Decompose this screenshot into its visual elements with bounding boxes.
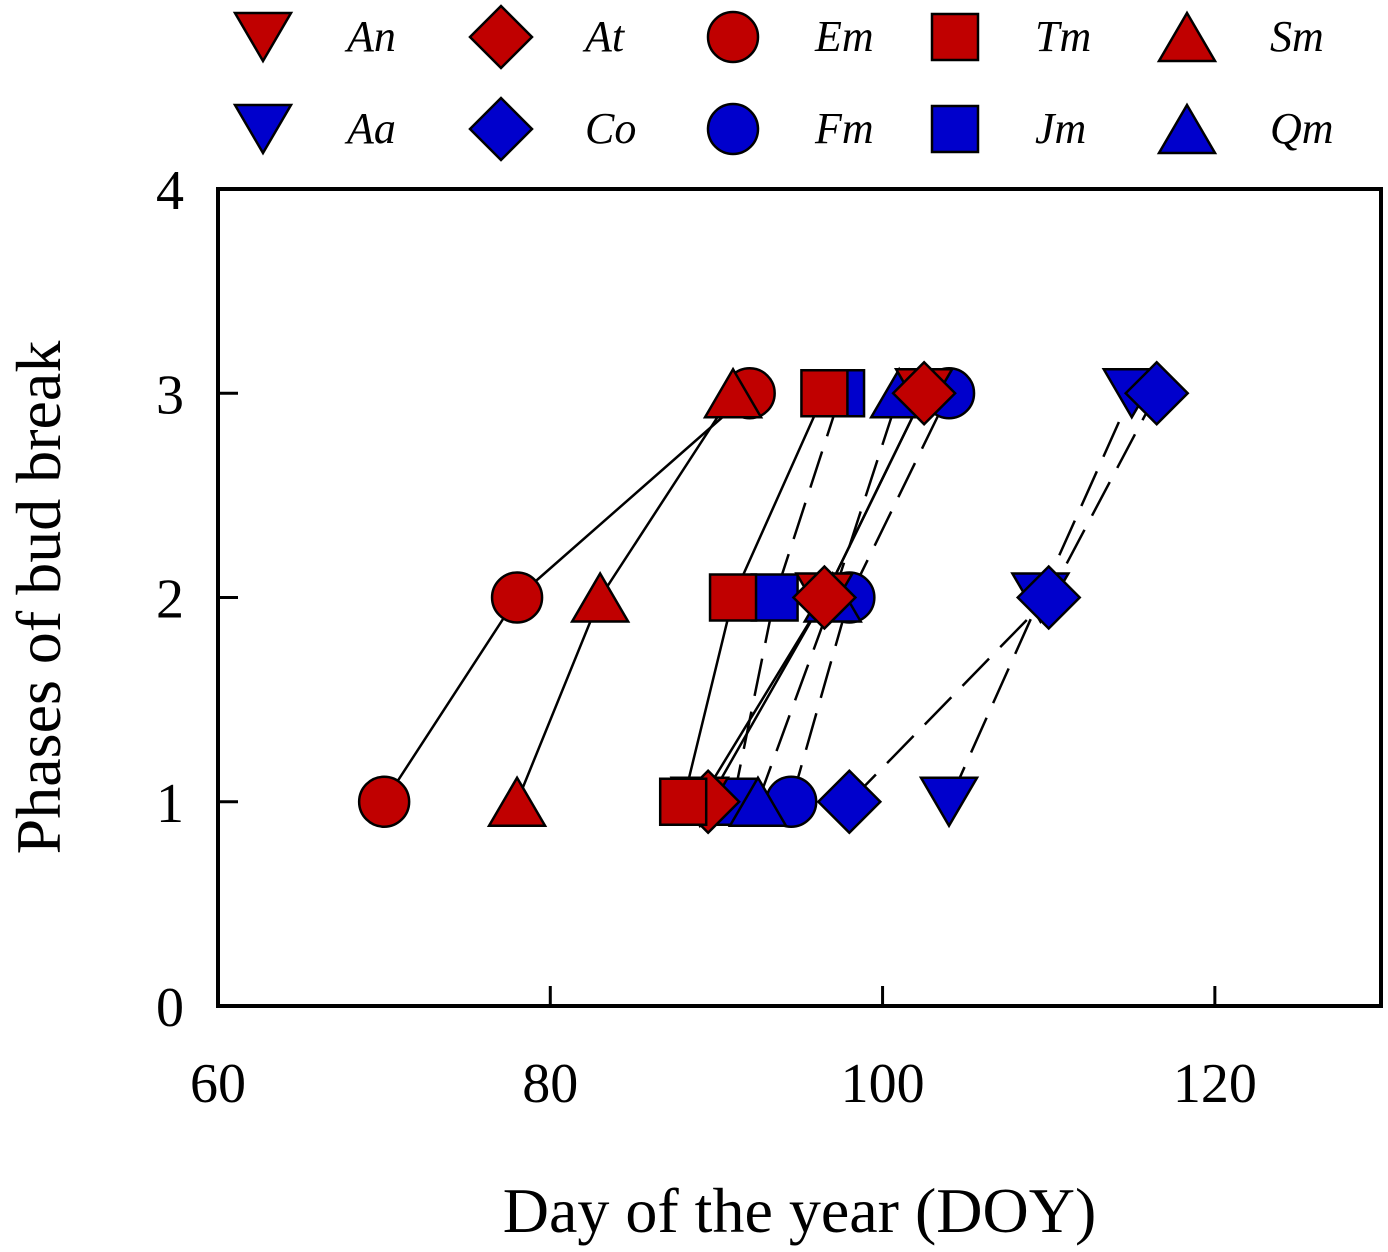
legend-marker-An	[232, 11, 294, 64]
y-tick-label: 3	[156, 364, 184, 426]
legend-label-Sm: Sm	[1270, 12, 1324, 61]
point-Co	[1123, 360, 1190, 427]
point-Tm	[708, 573, 758, 622]
legend-marker-Fm	[706, 102, 760, 156]
y-tick-label: 4	[156, 160, 184, 222]
legend-marker-Sm	[1156, 10, 1218, 63]
legend-marker-Qm	[1156, 102, 1218, 155]
legend-marker-Aa	[232, 103, 294, 156]
legend-label-Co: Co	[585, 104, 636, 153]
legend-marker-Em	[706, 10, 760, 64]
y-axis-label: Phases of bud break	[3, 341, 74, 855]
legend-label-Em: Em	[814, 12, 874, 61]
legend-marker-At	[468, 4, 534, 70]
x-tick-label: 80	[522, 1053, 578, 1115]
series-markers	[357, 360, 1190, 835]
series-line-Em	[383, 392, 751, 803]
axis-ticks: 60 80 100 120 0 1 2 3 4	[156, 160, 1257, 1115]
legend-label-Fm: Fm	[814, 104, 874, 153]
legend-marker-Jm	[930, 104, 980, 154]
series-line-Sm	[515, 392, 735, 803]
y-tick-label: 2	[156, 569, 184, 631]
legend-label-At: At	[582, 12, 626, 61]
point-Aa	[918, 776, 980, 829]
point-At	[791, 564, 858, 631]
point-Tm	[800, 369, 849, 418]
x-tick-label: 120	[1173, 1053, 1257, 1115]
point-Em	[357, 775, 411, 828]
legend-marker-Tm	[930, 12, 980, 62]
y-tick-label: 1	[156, 773, 184, 835]
x-tick-label: 60	[190, 1053, 246, 1115]
point-Jm	[750, 573, 799, 622]
legend-label-An: An	[344, 12, 396, 61]
point-Sm	[486, 775, 548, 827]
legend-label-Aa: Aa	[344, 104, 396, 153]
point-Co	[816, 768, 883, 835]
point-Tm	[658, 777, 708, 826]
point-Sm	[702, 366, 764, 419]
legend-label-Jm: Jm	[1035, 104, 1086, 153]
legend-label-Qm: Qm	[1270, 104, 1334, 153]
point-Em	[490, 571, 544, 624]
x-axis-label: Day of the year (DOY)	[503, 1175, 1097, 1246]
point-Sm	[569, 571, 631, 623]
legend: An At Em Tm Sm Aa Co Fm Jm Qm	[232, 4, 1334, 162]
legend-marker-Co	[468, 96, 534, 162]
series-line-Fm	[789, 392, 951, 803]
y-tick-label: 0	[156, 977, 184, 1039]
point-Qm	[727, 775, 789, 827]
point-At	[891, 360, 957, 427]
legend-label-Tm: Tm	[1035, 12, 1091, 61]
point-Co	[1015, 564, 1082, 631]
x-tick-label: 100	[841, 1053, 925, 1115]
